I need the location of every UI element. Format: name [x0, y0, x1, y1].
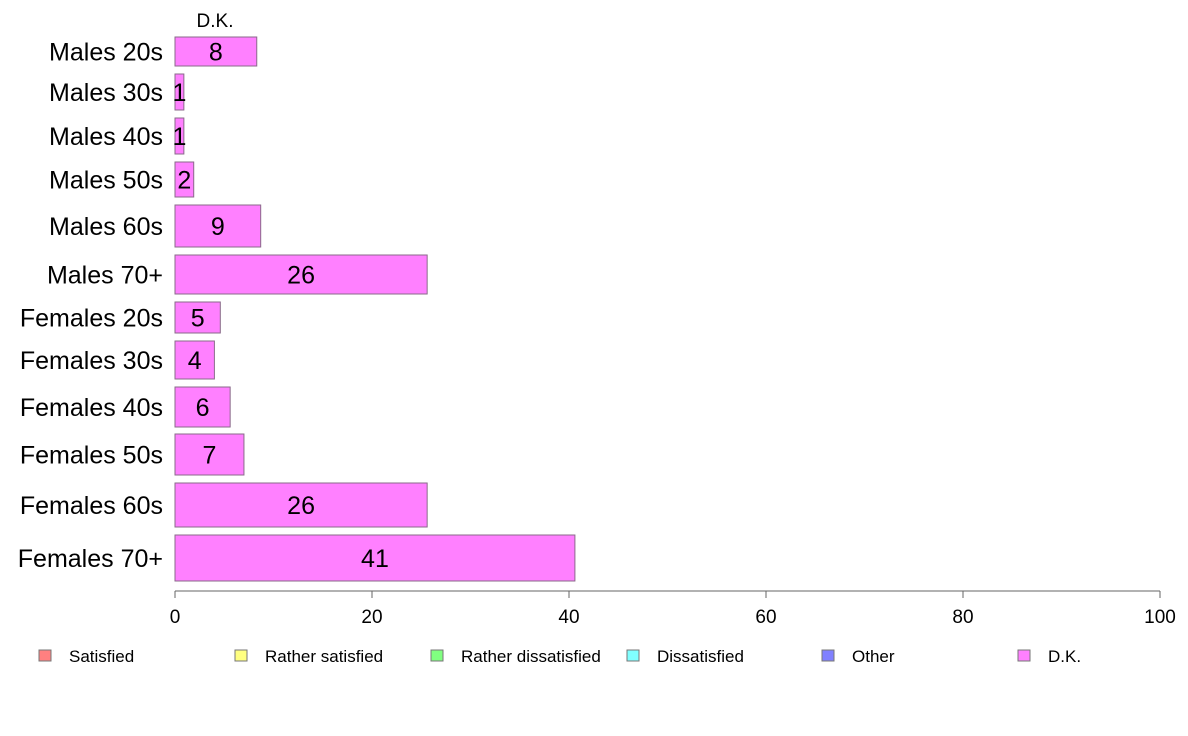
- category-label: Males 40s: [49, 123, 163, 151]
- legend-label: D.K.: [1048, 647, 1081, 666]
- bar-value-label: 26: [287, 492, 315, 520]
- category-label: Females 70+: [18, 545, 163, 573]
- x-tick-label: 80: [952, 607, 973, 628]
- bar: [174, 36, 258, 67]
- bar-value-label: 26: [287, 262, 315, 290]
- bar: [174, 254, 428, 295]
- bar: [174, 204, 262, 248]
- category-label: Males 60s: [49, 213, 163, 241]
- legend-swatch: [1017, 649, 1031, 662]
- x-tick-label: 100: [1144, 607, 1176, 628]
- bar-value-label: 4: [188, 347, 202, 375]
- x-tick-label: 20: [361, 607, 382, 628]
- legend-label: Rather dissatisfied: [461, 647, 601, 666]
- category-label: Females 40s: [20, 394, 163, 422]
- legend: Satisfied Rather satisfied Rather dissatis…: [38, 647, 1081, 666]
- x-tick-label: 40: [558, 607, 579, 628]
- x-tick-label: 60: [755, 607, 776, 628]
- category-label: Females 30s: [20, 347, 163, 375]
- bar-value-label: 6: [196, 394, 210, 422]
- category-label: Females 50s: [20, 442, 163, 470]
- bar: [174, 117, 185, 155]
- bar-value-label: 9: [211, 213, 225, 241]
- legend-swatch: [626, 649, 640, 662]
- legend-label: Other: [852, 647, 895, 666]
- category-label: Males 50s: [49, 167, 163, 195]
- category-label: Males 30s: [49, 79, 163, 107]
- category-label: Males 20s: [49, 39, 163, 67]
- legend-label: Satisfied: [69, 647, 134, 666]
- legend-swatch: [234, 649, 248, 662]
- legend-label: Dissatisfied: [657, 647, 744, 666]
- legend-swatch: [821, 649, 835, 662]
- bar: [174, 482, 428, 528]
- legend-swatch: [38, 649, 52, 662]
- bar: [174, 433, 245, 476]
- legend-label: Rather satisfied: [265, 647, 383, 666]
- bar: [174, 340, 215, 380]
- x-tick-label: 0: [170, 607, 181, 628]
- category-label: Males 70+: [47, 262, 163, 290]
- bar-value-label: 2: [177, 167, 191, 195]
- bar-value-label: 8: [209, 39, 223, 67]
- bar: [174, 73, 185, 111]
- bar: [174, 301, 221, 334]
- bars-layer: D.K. Males 20s 8 Males 30s 1 Males 40s 1 Males …: [18, 11, 576, 582]
- category-label: Females 60s: [20, 492, 163, 520]
- category-label: Females 20s: [20, 305, 163, 333]
- bar: [174, 386, 231, 428]
- bar: [174, 534, 576, 582]
- column-title: D.K.: [197, 11, 234, 32]
- bar-value-label: 1: [172, 79, 186, 107]
- bar-value-label: 7: [203, 442, 217, 470]
- legend-swatch: [430, 649, 444, 662]
- bar-value-label: 1: [172, 123, 186, 151]
- bar-value-label: 41: [361, 545, 389, 573]
- x-axis: 0 20 40 60 80 100: [170, 590, 1176, 628]
- bar: [174, 161, 195, 198]
- bar-value-label: 5: [191, 305, 205, 333]
